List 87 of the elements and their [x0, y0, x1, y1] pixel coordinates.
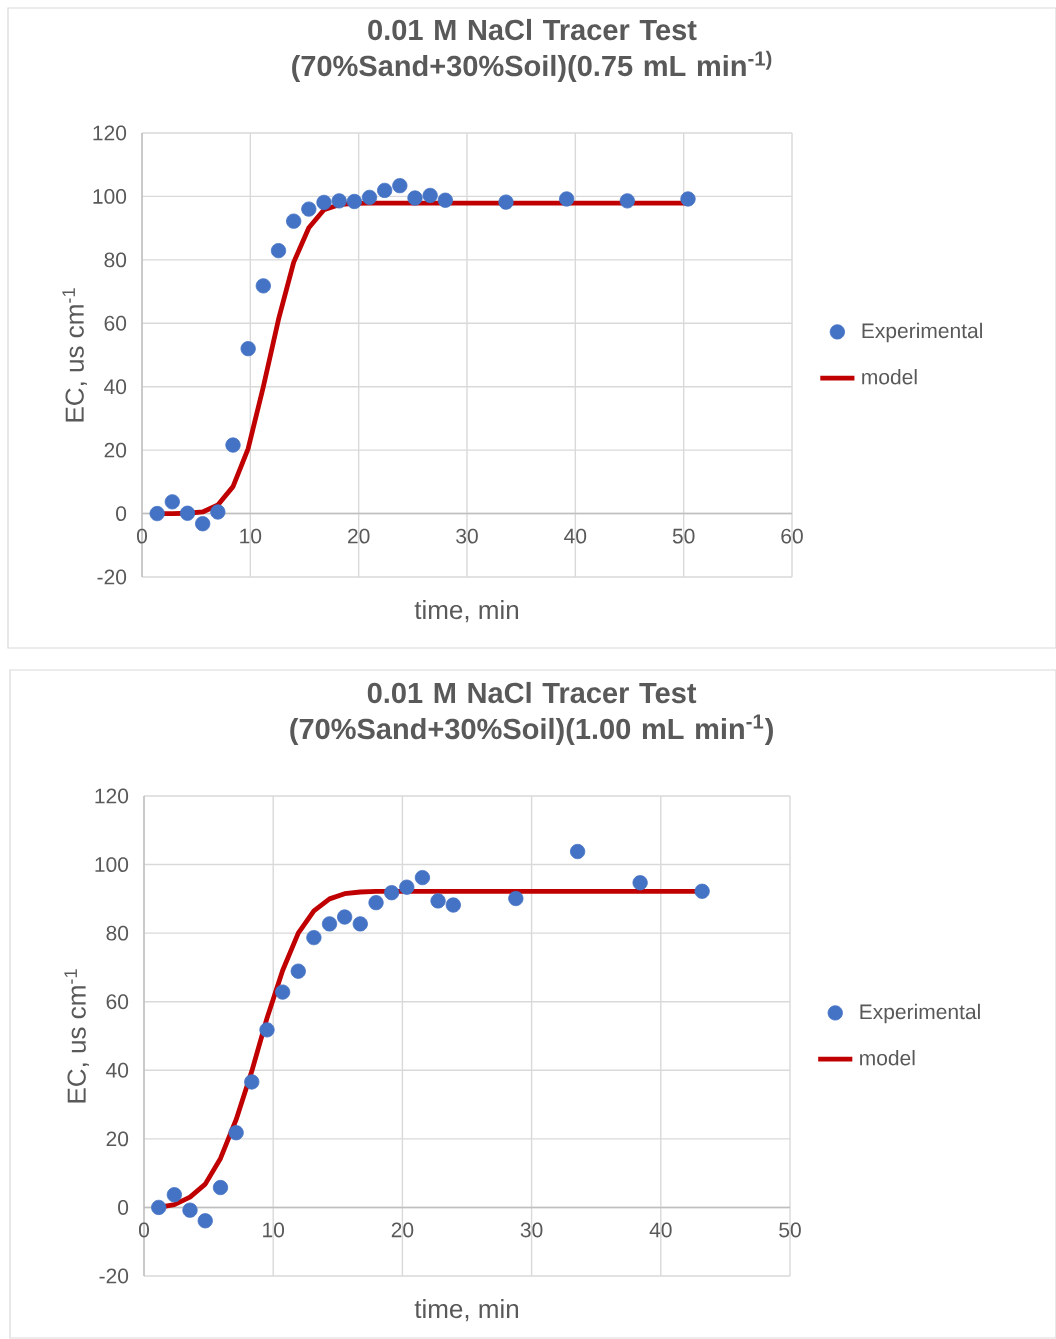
x-tick-label: 20	[391, 1222, 414, 1238]
point	[228, 1125, 244, 1141]
point	[321, 916, 338, 932]
point	[368, 895, 384, 911]
point	[399, 879, 415, 895]
x-tick-label: 30	[456, 528, 478, 544]
point	[414, 870, 431, 886]
x-tick-label: 40	[564, 528, 587, 544]
point	[259, 1022, 275, 1038]
x-tick-label: 50	[779, 1222, 801, 1238]
legend-label: Experimental	[862, 322, 982, 343]
point	[498, 194, 514, 210]
x-tick-label: 0	[136, 528, 148, 544]
x-tick-label: 40	[649, 1222, 672, 1238]
y-tick-label: 100	[95, 857, 129, 873]
point	[290, 963, 306, 979]
point	[244, 1074, 260, 1090]
point	[437, 192, 453, 208]
point	[151, 1199, 167, 1216]
x-axis-title: time, min	[414, 600, 519, 623]
x-tick-label: 50	[672, 528, 695, 544]
y-tick-label: 80	[106, 925, 129, 941]
point	[422, 187, 438, 204]
point	[182, 1202, 198, 1218]
point	[569, 843, 586, 860]
y-tick-label: 20	[104, 442, 127, 458]
y-tick-label: 80	[104, 252, 127, 268]
point	[240, 341, 256, 357]
y-axis-title: EC, us cm$^{-1}$	[62, 288, 87, 422]
y-tick-label: 40	[106, 1062, 129, 1078]
x-axis-title: time, min	[414, 1299, 519, 1322]
point	[306, 930, 322, 946]
point	[270, 243, 287, 259]
x-tick-label: 60	[781, 528, 803, 544]
point	[210, 504, 226, 520]
y-tick-label: -20	[97, 569, 127, 585]
point	[166, 1187, 182, 1203]
y-tick-label: 60	[106, 994, 129, 1010]
point	[430, 893, 446, 909]
point	[337, 909, 353, 925]
point	[275, 984, 291, 1000]
point	[195, 516, 211, 532]
point	[407, 190, 423, 206]
point	[377, 182, 393, 198]
y-tick-label: 100	[93, 189, 127, 204]
chart-title: 0.01 M NaCl Tracer Test (70%Sand+30%Soil)(1.00 mL min$^{-1}$)	[290, 681, 773, 745]
legend-label: Experimental	[860, 1003, 980, 1024]
chart-title: 0.01 M NaCl Tracer Test (70%Sand+30%Soil)(0.75 mL min$^{-1)}$	[292, 18, 772, 82]
point	[445, 897, 461, 913]
y-tick-label: 20	[106, 1131, 129, 1147]
point	[225, 437, 241, 453]
y-axis-title: EC, us cm$^{-1}$	[64, 969, 89, 1103]
point	[197, 1213, 213, 1229]
y-tick-label: 0	[116, 506, 127, 522]
point	[680, 191, 696, 207]
y-tick-label: 60	[104, 315, 127, 331]
x-tick-label: 20	[348, 528, 370, 544]
y-tick-label: 120	[95, 788, 129, 804]
point	[164, 494, 180, 510]
point	[619, 193, 635, 209]
y-tick-label: 0	[118, 1200, 129, 1215]
point	[694, 883, 710, 899]
point	[361, 189, 378, 205]
point	[559, 191, 575, 207]
point	[301, 201, 317, 217]
point	[346, 193, 362, 210]
point	[352, 916, 368, 932]
y-tick-label: 40	[104, 379, 127, 395]
legend-label: model	[860, 1050, 915, 1066]
y-tick-label: 120	[93, 125, 127, 141]
point	[392, 178, 408, 194]
y-tick-label: -20	[99, 1268, 129, 1284]
legend-label: model	[862, 369, 917, 385]
point	[255, 278, 271, 294]
point	[149, 505, 165, 522]
point	[384, 885, 400, 901]
point	[316, 194, 332, 211]
x-tick-label: 10	[263, 1222, 285, 1238]
x-tick-label: 0	[138, 1222, 150, 1238]
point	[212, 1179, 229, 1196]
x-tick-label: 30	[520, 1222, 543, 1238]
x-tick-label: 10	[240, 528, 262, 544]
point	[632, 875, 648, 891]
point	[286, 213, 302, 229]
point	[331, 193, 347, 209]
point	[508, 890, 524, 907]
point	[179, 505, 196, 521]
